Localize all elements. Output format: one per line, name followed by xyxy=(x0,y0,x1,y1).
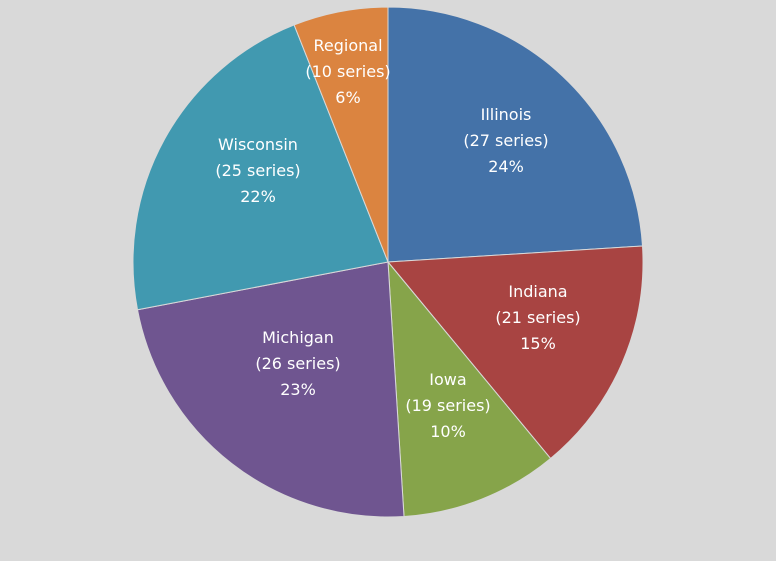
slice-percent-label: 6% xyxy=(335,88,360,107)
slice-series-label: (19 series) xyxy=(405,396,490,415)
slice-percent-label: 10% xyxy=(430,422,466,441)
pie-slice-iowa xyxy=(387,260,552,518)
pie-slice-wisconsin xyxy=(132,24,389,311)
pie-slice-regional xyxy=(293,6,389,263)
slice-percent-label: 23% xyxy=(280,380,316,399)
slice-percent-label: 22% xyxy=(240,187,276,206)
pie-slice-indiana xyxy=(386,245,644,460)
slice-name-label: Wisconsin xyxy=(218,135,298,154)
slice-percent-label: 15% xyxy=(520,334,556,353)
slice-percent-label: 24% xyxy=(488,157,524,176)
slice-series-label: (27 series) xyxy=(463,131,548,150)
pie-slice-illinois xyxy=(387,6,644,263)
pie-slice-michigan xyxy=(136,261,405,518)
pie-slices xyxy=(132,6,644,518)
slice-label-illinois: Illinois (27 series) 24% xyxy=(463,105,548,176)
slice-series-label: (25 series) xyxy=(215,161,300,180)
slice-name-label: Iowa xyxy=(429,370,466,389)
slice-name-label: Indiana xyxy=(508,282,567,301)
slice-label-iowa: Iowa (19 series) 10% xyxy=(405,370,490,441)
slice-series-label: (26 series) xyxy=(255,354,340,373)
slice-label-regional: Regional (10 series) 6% xyxy=(305,36,390,107)
pie-labels: Illinois (27 series) 24% Indiana (21 series)… xyxy=(215,36,580,441)
slice-name-label: Regional xyxy=(313,36,382,55)
slice-name-label: Michigan xyxy=(262,328,334,347)
slice-label-michigan: Michigan (26 series) 23% xyxy=(255,328,340,399)
slice-series-label: (10 series) xyxy=(305,62,390,81)
slice-series-label: (21 series) xyxy=(495,308,580,327)
slice-name-label: Illinois xyxy=(481,105,532,124)
slice-label-indiana: Indiana (21 series) 15% xyxy=(495,282,580,353)
slice-label-wisconsin: Wisconsin (25 series) 22% xyxy=(215,135,300,206)
